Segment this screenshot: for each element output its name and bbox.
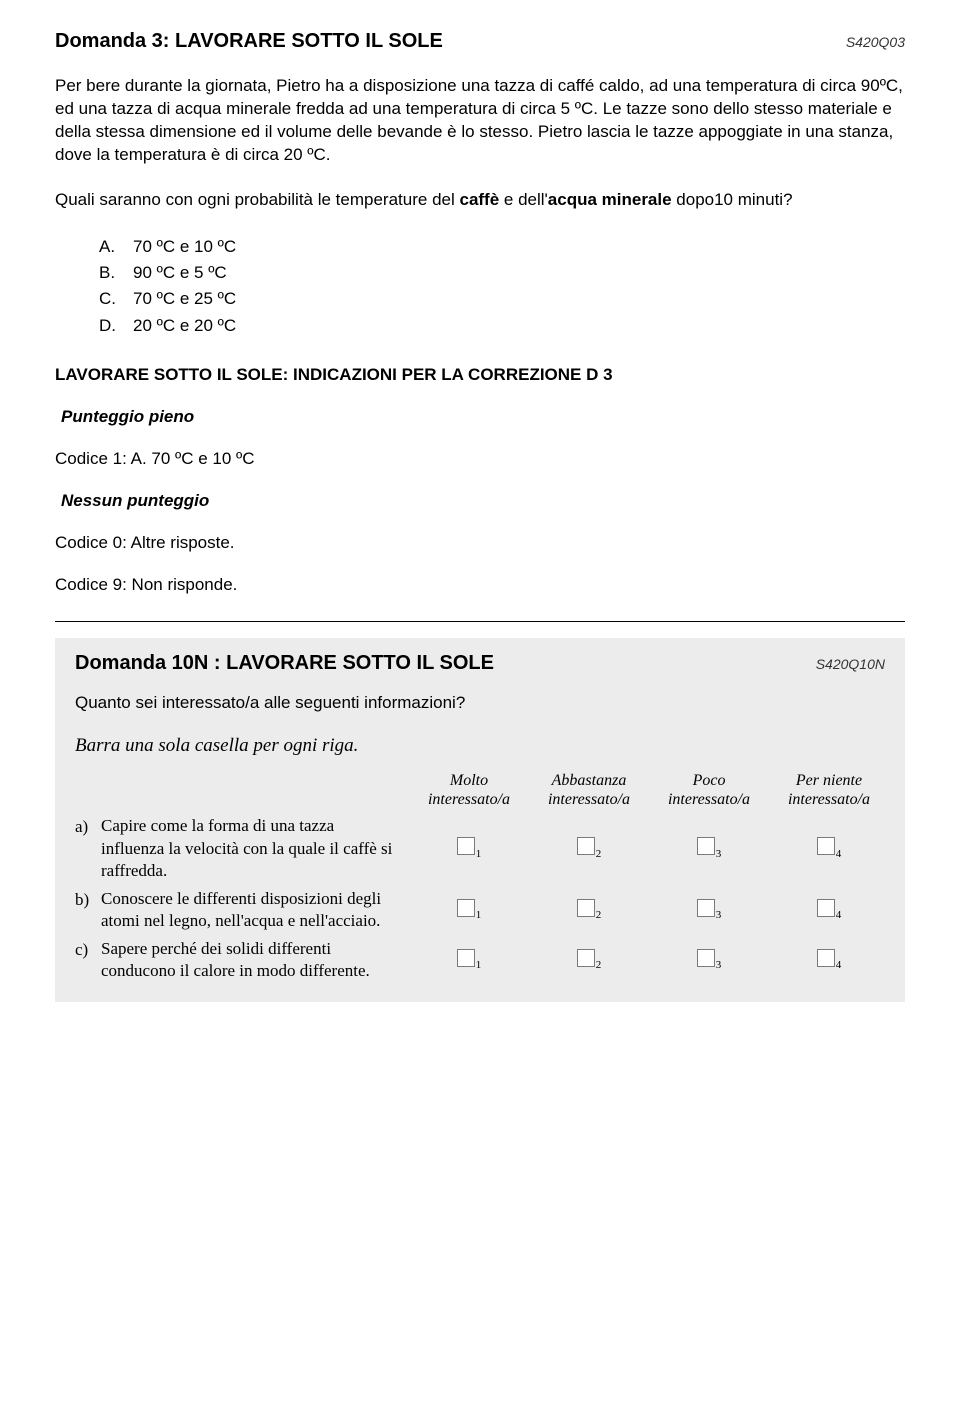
grid-header: Molto interessato/a Abbastanza interessa…	[75, 771, 885, 809]
checkbox-b-3[interactable]: 3	[649, 899, 769, 921]
spacer	[101, 771, 409, 809]
q3-p2-pre: Quali saranno con ogni probabilità le te…	[55, 190, 459, 209]
grid-row-b: b) Conoscere le differenti disposizioni …	[75, 888, 885, 932]
checkbox-icon	[457, 837, 475, 855]
row-letter: c)	[75, 938, 101, 960]
option-letter: D.	[99, 313, 133, 339]
q3-options: A. 70 ºC e 10 ºC B. 90 ºC e 5 ºC C. 70 º…	[99, 234, 905, 339]
checkbox-icon	[697, 949, 715, 967]
row-letter: a)	[75, 815, 101, 837]
checkbox-sub: 1	[476, 848, 482, 860]
checkbox-c-2[interactable]: 2	[529, 949, 649, 971]
option-letter: B.	[99, 260, 133, 286]
checkbox-sub: 1	[476, 909, 482, 921]
q10n-instruction: Barra una sola casella per ogni riga.	[75, 735, 885, 757]
checkbox-icon	[577, 949, 595, 967]
q10n-title: Domanda 10N : LAVORARE SOTTO IL SOLE	[75, 652, 494, 675]
checkbox-icon	[817, 949, 835, 967]
option-text: 90 ºC e 5 ºC	[133, 260, 227, 286]
q3-p2-post: dopo10 minuti?	[672, 190, 793, 209]
checkbox-sub: 2	[596, 848, 602, 860]
q3-para2: Quali saranno con ogni probabilità le te…	[55, 189, 905, 212]
col-head-2b: interessato/a	[548, 791, 630, 808]
col-head-3a: Poco	[693, 772, 726, 789]
checkbox-sub: 4	[836, 959, 842, 971]
q3-para1: Per bere durante la giornata, Pietro ha …	[55, 75, 905, 167]
checkbox-b-2[interactable]: 2	[529, 899, 649, 921]
option-letter: C.	[99, 286, 133, 312]
grid-row-a: a) Capire come la forma di una tazza inf…	[75, 815, 885, 881]
checkbox-c-1[interactable]: 1	[409, 949, 529, 971]
checkbox-sub: 4	[836, 909, 842, 921]
col-head-2: Abbastanza interessato/a	[529, 771, 649, 809]
option-letter: A.	[99, 234, 133, 260]
q3-p2-mid: e dell'	[499, 190, 548, 209]
q3-option-a: A. 70 ºC e 10 ºC	[99, 234, 905, 260]
q10n-header: Domanda 10N : LAVORARE SOTTO IL SOLE S42…	[75, 652, 885, 675]
divider	[55, 621, 905, 622]
checkbox-icon	[697, 899, 715, 917]
col-head-2a: Abbastanza	[552, 772, 627, 789]
checkbox-icon	[457, 899, 475, 917]
col-head-4b: interessato/a	[788, 791, 870, 808]
spacer	[75, 771, 101, 809]
q3-title: Domanda 3: LAVORARE SOTTO IL SOLE	[55, 30, 443, 53]
q3-option-d: D. 20 ºC e 20 ºC	[99, 313, 905, 339]
q3-p2-b1: caffè	[459, 190, 499, 209]
checkbox-c-4[interactable]: 4	[769, 949, 889, 971]
checkbox-a-1[interactable]: 1	[409, 837, 529, 859]
q3-option-c: C. 70 ºC e 25 ºC	[99, 286, 905, 312]
checkbox-b-1[interactable]: 1	[409, 899, 529, 921]
checkbox-b-4[interactable]: 4	[769, 899, 889, 921]
checkbox-icon	[697, 837, 715, 855]
option-text: 70 ºC e 25 ºC	[133, 286, 236, 312]
grid-row-c: c) Sapere perché dei solidi differenti c…	[75, 938, 885, 982]
codice-0: Codice 0: Altre risposte.	[55, 533, 905, 553]
checkbox-sub: 3	[716, 848, 722, 860]
q10n-subquestion: Quanto sei interessato/a alle seguenti i…	[75, 693, 885, 713]
checkbox-icon	[577, 837, 595, 855]
col-head-3b: interessato/a	[668, 791, 750, 808]
checkbox-icon	[577, 899, 595, 917]
checkbox-sub: 3	[716, 959, 722, 971]
q10n-grid: Molto interessato/a Abbastanza interessa…	[75, 771, 885, 982]
q3-correction-title: LAVORARE SOTTO IL SOLE: INDICAZIONI PER …	[55, 365, 905, 385]
col-head-3: Poco interessato/a	[649, 771, 769, 809]
row-text: Conoscere le differenti disposizioni deg…	[101, 888, 409, 932]
col-head-1b: interessato/a	[428, 791, 510, 808]
checkbox-icon	[457, 949, 475, 967]
col-head-4: Per niente interessato/a	[769, 771, 889, 809]
codice-9: Codice 9: Non risponde.	[55, 575, 905, 595]
checkbox-icon	[817, 837, 835, 855]
row-text: Capire come la forma di una tazza influe…	[101, 815, 409, 881]
checkbox-sub: 2	[596, 909, 602, 921]
checkbox-icon	[817, 899, 835, 917]
codice-1: Codice 1: A. 70 ºC e 10 ºC	[55, 449, 905, 469]
q3-option-b: B. 90 ºC e 5 ºC	[99, 260, 905, 286]
checkbox-a-3[interactable]: 3	[649, 837, 769, 859]
page: Domanda 3: LAVORARE SOTTO IL SOLE S420Q0…	[0, 0, 960, 1428]
checkbox-sub: 3	[716, 909, 722, 921]
q3-header: Domanda 3: LAVORARE SOTTO IL SOLE S420Q0…	[55, 30, 905, 53]
checkbox-sub: 2	[596, 959, 602, 971]
q3-p2-b2: acqua minerale	[548, 190, 672, 209]
row-text: Sapere perché dei solidi differenti cond…	[101, 938, 409, 982]
col-head-1: Molto interessato/a	[409, 771, 529, 809]
option-text: 70 ºC e 10 ºC	[133, 234, 236, 260]
checkbox-sub: 1	[476, 959, 482, 971]
col-head-4a: Per niente	[796, 772, 862, 789]
checkbox-a-2[interactable]: 2	[529, 837, 649, 859]
full-score-label: Punteggio pieno	[61, 407, 905, 427]
no-score-label: Nessun punteggio	[61, 491, 905, 511]
checkbox-c-3[interactable]: 3	[649, 949, 769, 971]
checkbox-sub: 4	[836, 848, 842, 860]
option-text: 20 ºC e 20 ºC	[133, 313, 236, 339]
row-letter: b)	[75, 888, 101, 910]
checkbox-a-4[interactable]: 4	[769, 837, 889, 859]
q3-code: S420Q03	[846, 34, 905, 50]
q10n-code: S420Q10N	[816, 656, 885, 672]
col-head-1a: Molto	[450, 772, 488, 789]
q10n-block: Domanda 10N : LAVORARE SOTTO IL SOLE S42…	[55, 638, 905, 1002]
